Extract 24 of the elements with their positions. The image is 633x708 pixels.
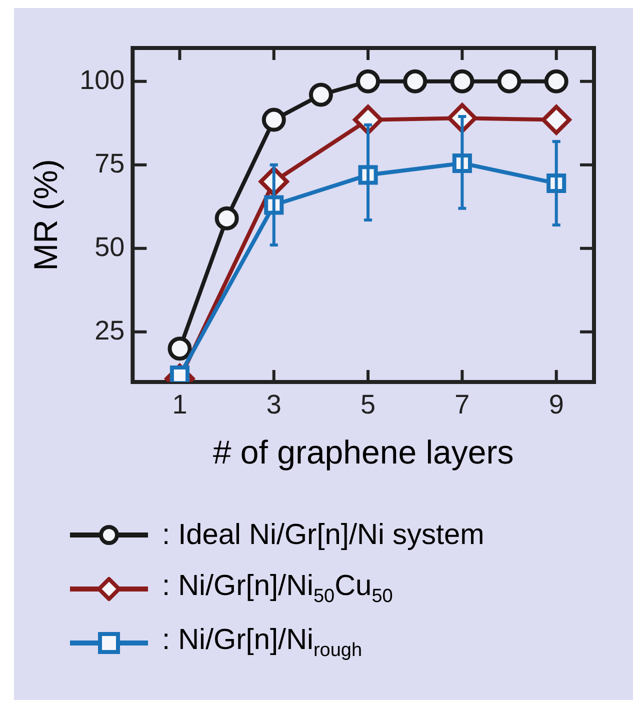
x-tick-label: 5 <box>360 390 376 420</box>
x-tick-label: 9 <box>548 390 564 420</box>
y-tick-label: 50 <box>94 232 125 262</box>
x-tick-label: 1 <box>172 390 188 420</box>
point <box>308 82 333 107</box>
point <box>356 69 380 94</box>
point <box>544 69 568 94</box>
point <box>168 336 192 361</box>
point <box>262 108 286 132</box>
y-axis-title: MR (%) <box>26 159 64 271</box>
point <box>214 206 239 230</box>
x-axis-title: # of graphene layers <box>212 433 514 470</box>
legend-label: : Ni/Gr[n]/Ni$_{50}$Cu$_{50}$ <box>162 570 393 608</box>
x-tick-label: 7 <box>454 390 470 420</box>
point <box>450 69 474 94</box>
legend-label: : Ni/Gr[n]/Ni$_{rough}$ <box>162 624 362 662</box>
point <box>403 69 428 94</box>
x-tick-label: 3 <box>266 390 282 420</box>
y-tick-label: 100 <box>80 64 125 95</box>
point <box>541 104 572 135</box>
y-tick-label: 75 <box>94 148 125 178</box>
y-tick-label: 25 <box>94 315 125 346</box>
legend-label: : Ideal Ni/Gr[n]/Ni system <box>162 518 484 552</box>
point <box>497 69 522 94</box>
